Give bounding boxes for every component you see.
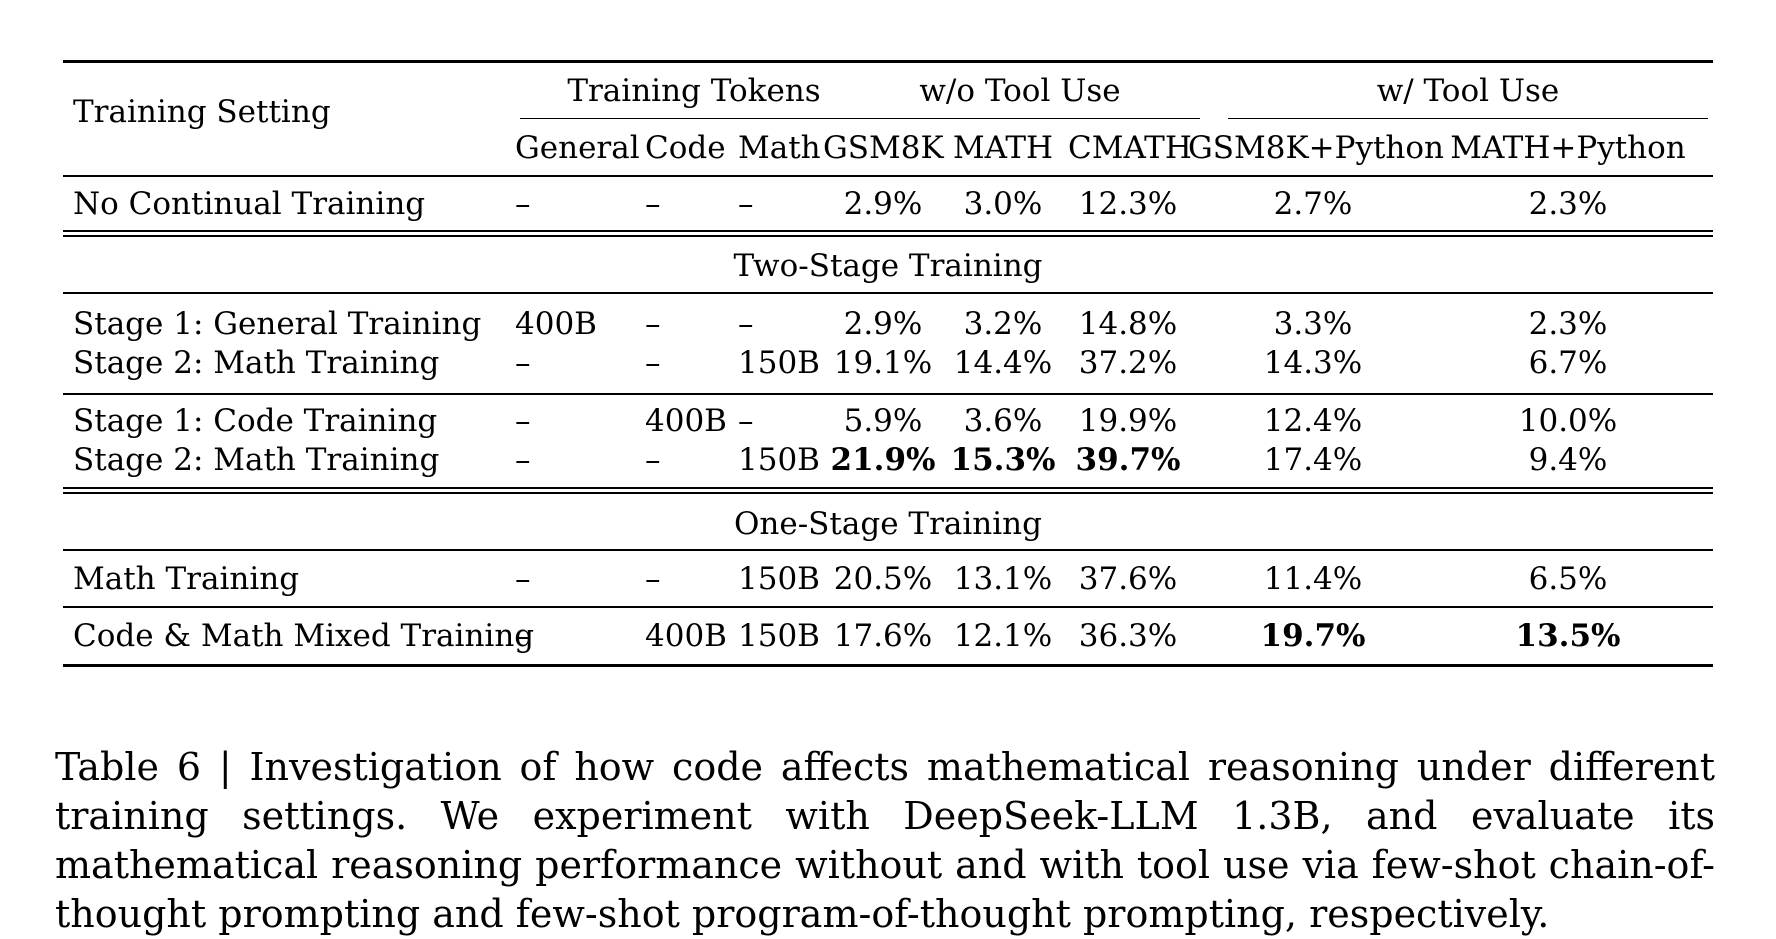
- table-cell: –: [645, 186, 661, 222]
- row-label-header: Training Setting: [73, 94, 331, 130]
- table-cell: 3.6%: [963, 403, 1043, 439]
- table-caption: Table 6 | Investigation of how code affe…: [55, 745, 1715, 936]
- table-cell: 3.3%: [1273, 306, 1353, 342]
- row-label: Stage 1: General Training: [73, 306, 482, 342]
- table-cell: 2.3%: [1528, 186, 1608, 222]
- row-label: Stage 1: Code Training: [73, 403, 438, 439]
- column-header-gsm8k-python: GSM8K+Python: [1188, 130, 1445, 166]
- table-cell: 20.5%: [833, 561, 933, 597]
- table-cell: 150B: [738, 442, 820, 478]
- table-cell: 37.2%: [1078, 345, 1178, 381]
- table-cell: 400B: [645, 618, 727, 654]
- double-rule-1b: [63, 235, 1713, 237]
- table-cell: 12.3%: [1078, 186, 1178, 222]
- column-header-gsm8k: GSM8K: [823, 130, 944, 166]
- wo-tool-use-rule: [840, 118, 1200, 120]
- group-header-wo-tool-use: w/o Tool Use: [919, 73, 1121, 109]
- training-tokens-rule: [520, 118, 868, 120]
- table-cell: –: [515, 403, 531, 439]
- table-cell: –: [515, 618, 531, 654]
- table-cell: 400B: [645, 403, 727, 439]
- group-header-w-tool-use: w/ Tool Use: [1376, 73, 1560, 109]
- table-cell: 150B: [738, 618, 820, 654]
- table-cell: –: [515, 442, 531, 478]
- table-cell-best: 13.5%: [1515, 618, 1621, 654]
- group-header-training-tokens: Training Tokens: [567, 73, 821, 109]
- table-cell: 150B: [738, 345, 820, 381]
- table-cell: 2.9%: [843, 306, 923, 342]
- double-rule-2a: [63, 487, 1713, 489]
- table-cell: –: [515, 186, 531, 222]
- table-cell: –: [645, 561, 661, 597]
- double-rule-2b: [63, 492, 1713, 494]
- row-label: Math Training: [73, 561, 300, 597]
- table-cell: –: [515, 345, 531, 381]
- table-cell: 14.3%: [1263, 345, 1363, 381]
- table-cell: –: [738, 306, 754, 342]
- table-cell: 2.7%: [1273, 186, 1353, 222]
- section-rule-1: [63, 292, 1713, 294]
- table-cell: 17.6%: [833, 618, 933, 654]
- table-cell: 13.1%: [953, 561, 1053, 597]
- table-cell: 5.9%: [843, 403, 923, 439]
- row-rule: [63, 606, 1713, 608]
- table-cell: 37.6%: [1078, 561, 1178, 597]
- table-cell: –: [738, 403, 754, 439]
- table-cell: –: [645, 345, 661, 381]
- column-header-math-bench: MATH: [952, 130, 1054, 166]
- table-cell: 3.0%: [963, 186, 1043, 222]
- results-table: Training Setting Training Tokens w/o Too…: [63, 60, 1713, 670]
- table-cell: –: [515, 561, 531, 597]
- table-cell: 2.3%: [1528, 306, 1608, 342]
- table-cell: 12.4%: [1263, 403, 1363, 439]
- row-label: No Continual Training: [73, 186, 426, 222]
- table-cell: 400B: [515, 306, 597, 342]
- table-cell: 10.0%: [1518, 403, 1618, 439]
- header-rule: [63, 175, 1713, 177]
- table-cell: 19.9%: [1078, 403, 1178, 439]
- section-title-one-stage: One-Stage Training: [733, 506, 1042, 542]
- section-rule-2: [63, 549, 1713, 551]
- row-label: Code & Math Mixed Training: [73, 618, 535, 654]
- table-cell: –: [645, 442, 661, 478]
- table-cell: 11.4%: [1263, 561, 1363, 597]
- table-cell-best: 39.7%: [1075, 442, 1181, 478]
- bottom-rule: [63, 664, 1713, 667]
- table-cell: –: [645, 306, 661, 342]
- column-header-math-python: MATH+Python: [1450, 130, 1686, 166]
- table-cell: 36.3%: [1078, 618, 1178, 654]
- table-cell: 3.2%: [963, 306, 1043, 342]
- double-rule-1a: [63, 230, 1713, 232]
- column-header-cmath: CMATH: [1068, 130, 1192, 166]
- table-cell: 14.4%: [953, 345, 1053, 381]
- group-rule: [63, 393, 1713, 395]
- top-rule: [63, 60, 1713, 63]
- table-cell: 2.9%: [843, 186, 923, 222]
- section-title-two-stage: Two-Stage Training: [733, 248, 1043, 284]
- column-header-code: Code: [645, 130, 726, 166]
- table-cell: 6.5%: [1528, 561, 1608, 597]
- row-label: Stage 2: Math Training: [73, 345, 440, 381]
- row-label: Stage 2: Math Training: [73, 442, 440, 478]
- table-cell: 150B: [738, 561, 820, 597]
- table-cell-best: 21.9%: [830, 442, 936, 478]
- table-cell: 9.4%: [1528, 442, 1608, 478]
- table-cell: –: [738, 186, 754, 222]
- table-cell-best: 15.3%: [950, 442, 1056, 478]
- table-cell-best: 19.7%: [1260, 618, 1366, 654]
- table-cell: 14.8%: [1078, 306, 1178, 342]
- table-cell: 6.7%: [1528, 345, 1608, 381]
- column-header-math: Math: [738, 130, 821, 166]
- table-cell: 12.1%: [953, 618, 1053, 654]
- table-cell: 17.4%: [1263, 442, 1363, 478]
- table-cell: 19.1%: [833, 345, 933, 381]
- column-header-general: General: [515, 130, 640, 166]
- w-tool-use-rule: [1228, 118, 1708, 120]
